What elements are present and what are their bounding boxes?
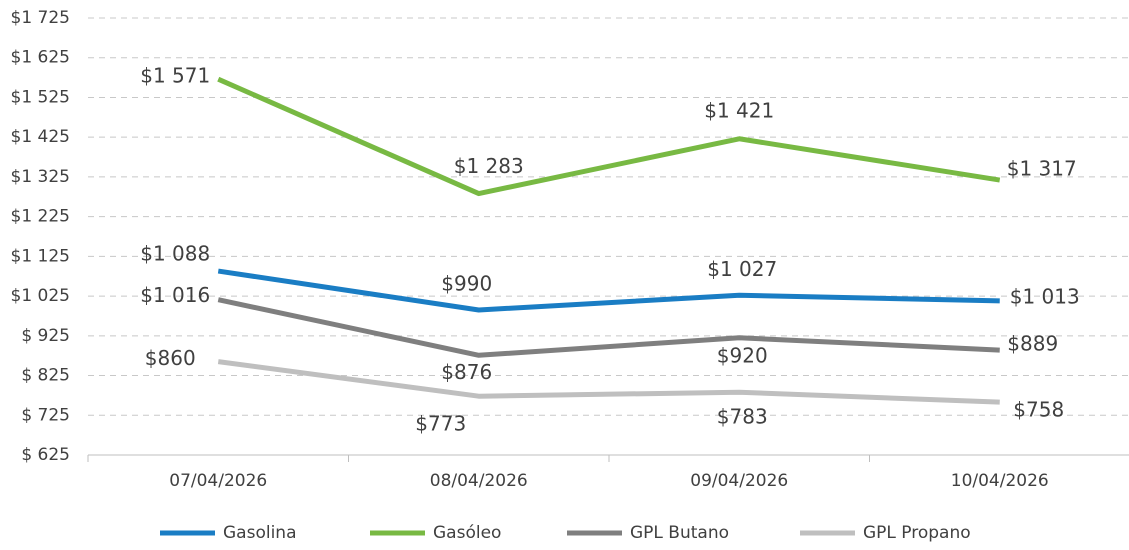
data-label: $1 027 [707, 257, 777, 281]
y-tick-label: $1 325 [11, 167, 70, 187]
series-line [217, 268, 1000, 313]
y-tick-label: $ 625 [21, 445, 70, 465]
y-tick-label: $1 125 [11, 246, 70, 266]
y-tick-label: $1 425 [11, 127, 70, 147]
data-label: $889 [1007, 332, 1058, 356]
x-tick-label: 08/04/2026 [430, 471, 528, 491]
legend-label: GPL Propano [863, 523, 971, 543]
data-label: $1 016 [140, 283, 210, 307]
x-tick-label: 09/04/2026 [690, 471, 788, 491]
data-label: $783 [717, 405, 768, 429]
data-label: $1 421 [704, 98, 774, 122]
series-line [217, 359, 1000, 405]
data-label: $773 [415, 412, 466, 436]
data-label: $990 [441, 271, 492, 295]
y-tick-label: $1 525 [11, 87, 70, 107]
data-label: $1 088 [140, 242, 210, 266]
x-tick-label: 07/04/2026 [169, 471, 267, 491]
data-label: $860 [145, 346, 196, 370]
data-label: $758 [1013, 398, 1064, 422]
legend-label: Gasóleo [433, 523, 501, 543]
data-label: $1 013 [1010, 284, 1080, 308]
y-tick-label: $ 825 [21, 366, 70, 386]
legend-label: Gasolina [223, 523, 297, 543]
x-tick-label: 10/04/2026 [951, 471, 1049, 491]
data-label: $1 317 [1007, 157, 1077, 181]
data-label: $876 [441, 360, 492, 384]
data-label: $920 [717, 343, 768, 367]
legend-label: GPL Butano [630, 523, 729, 543]
y-tick-label: $1 625 [11, 48, 70, 68]
data-label: $1 571 [140, 64, 210, 88]
y-tick-label: $1 025 [11, 286, 70, 306]
series-line [217, 76, 1001, 197]
y-tick-label: $ 925 [21, 326, 70, 346]
series-line [217, 297, 1000, 358]
y-tick-label: $1 225 [11, 207, 70, 227]
y-tick-label: $1 725 [11, 8, 70, 28]
data-label: $1 283 [454, 154, 524, 178]
y-tick-label: $ 725 [21, 405, 70, 425]
